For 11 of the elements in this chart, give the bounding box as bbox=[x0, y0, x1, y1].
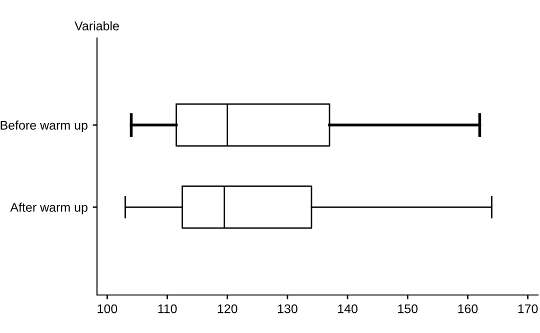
x-tick-label: 100 bbox=[98, 304, 118, 314]
x-tick-label: 140 bbox=[338, 304, 358, 314]
y-tick-label: After warm up bbox=[10, 202, 88, 214]
x-tick-label: 120 bbox=[218, 304, 238, 314]
x-tick-label: 150 bbox=[398, 304, 418, 314]
x-tick-label: 170 bbox=[518, 304, 538, 314]
x-tick-label: 130 bbox=[278, 304, 298, 314]
x-tick-label: 110 bbox=[158, 304, 177, 314]
x-tick-label: 160 bbox=[458, 304, 478, 314]
y-axis-title: Variable bbox=[74, 21, 119, 30]
y-tick-label: Before warm up bbox=[0, 120, 88, 132]
